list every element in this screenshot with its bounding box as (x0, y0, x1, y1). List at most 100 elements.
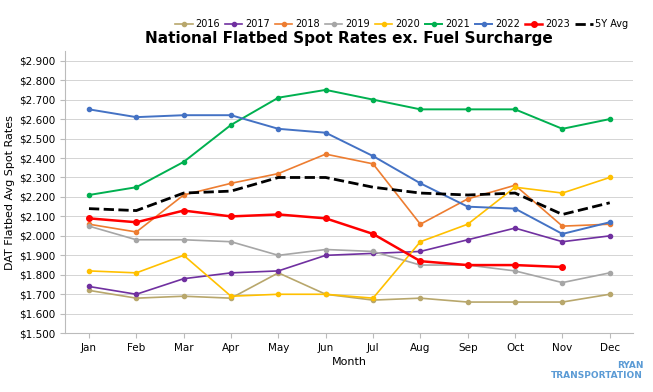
2020 (511, 185, 519, 190)
2023 (133, 220, 140, 225)
2021 (558, 127, 566, 131)
2022 (558, 232, 566, 236)
2018 (369, 162, 377, 166)
2016 (133, 296, 140, 301)
2017 (369, 251, 377, 256)
5Y Avg (558, 212, 566, 217)
2019 (227, 240, 235, 244)
5Y Avg (180, 191, 187, 195)
2022 (180, 113, 187, 118)
2017 (85, 284, 93, 289)
Line: 2016: 2016 (87, 271, 612, 304)
2021 (369, 97, 377, 102)
2019 (322, 247, 330, 252)
Text: RYAN
TRANSPORTATION: RYAN TRANSPORTATION (551, 361, 643, 380)
2018 (417, 222, 424, 227)
2018 (274, 171, 282, 176)
2019 (180, 238, 187, 242)
2021 (417, 107, 424, 112)
2016 (464, 300, 471, 305)
2019 (369, 249, 377, 254)
2020 (558, 191, 566, 195)
2023 (85, 216, 93, 221)
2016 (417, 296, 424, 301)
2020 (180, 253, 187, 258)
2022 (369, 154, 377, 158)
2020 (133, 270, 140, 275)
2017 (322, 253, 330, 258)
2022 (464, 204, 471, 209)
2016 (558, 300, 566, 305)
2022 (417, 181, 424, 186)
2019 (85, 224, 93, 229)
2022 (133, 115, 140, 120)
2016 (606, 292, 614, 297)
2018 (180, 192, 187, 197)
2017 (133, 292, 140, 297)
2023 (274, 212, 282, 217)
5Y Avg (322, 175, 330, 180)
2016 (180, 294, 187, 299)
Line: 2020: 2020 (87, 175, 612, 300)
2021 (180, 160, 187, 164)
2022 (511, 206, 519, 211)
2020 (369, 296, 377, 301)
2019 (511, 269, 519, 273)
2018 (133, 230, 140, 234)
2017 (180, 276, 187, 281)
5Y Avg (417, 191, 424, 195)
2019 (133, 238, 140, 242)
Title: National Flatbed Spot Rates ex. Fuel Surcharge: National Flatbed Spot Rates ex. Fuel Sur… (146, 31, 553, 45)
Line: 2021: 2021 (87, 88, 612, 197)
2021 (227, 123, 235, 127)
Y-axis label: DAT Flatbed Avg Spot Rates: DAT Flatbed Avg Spot Rates (5, 114, 15, 270)
2023 (322, 216, 330, 221)
Line: 2019: 2019 (87, 224, 612, 285)
5Y Avg (511, 191, 519, 195)
Legend: 2016, 2017, 2018, 2019, 2020, 2021, 2022, 2023, 5Y Avg: 2016, 2017, 2018, 2019, 2020, 2021, 2022… (175, 19, 629, 29)
2016 (227, 296, 235, 301)
2020 (606, 175, 614, 180)
2022 (606, 220, 614, 225)
2023 (369, 232, 377, 236)
2020 (322, 292, 330, 297)
2021 (85, 192, 93, 197)
2018 (558, 224, 566, 229)
5Y Avg (274, 175, 282, 180)
Line: 5Y Avg: 5Y Avg (89, 178, 610, 214)
2022 (274, 127, 282, 131)
2019 (558, 280, 566, 285)
2019 (464, 263, 471, 267)
2023 (180, 208, 187, 213)
2018 (85, 222, 93, 227)
5Y Avg (133, 208, 140, 213)
5Y Avg (85, 206, 93, 211)
2021 (133, 185, 140, 190)
5Y Avg (464, 192, 471, 197)
2016 (369, 298, 377, 303)
2017 (606, 234, 614, 238)
Text: DAT: DAT (22, 365, 56, 380)
2017 (558, 240, 566, 244)
2018 (322, 152, 330, 156)
Line: 2018: 2018 (87, 152, 612, 234)
2019 (274, 253, 282, 258)
2020 (227, 294, 235, 299)
5Y Avg (369, 185, 377, 190)
2017 (227, 270, 235, 275)
2018 (227, 181, 235, 186)
2018 (464, 196, 471, 201)
2017 (274, 269, 282, 273)
2016 (511, 300, 519, 305)
2018 (606, 222, 614, 227)
2021 (274, 95, 282, 100)
5Y Avg (227, 189, 235, 194)
2023 (511, 263, 519, 267)
2023 (227, 214, 235, 219)
2023 (417, 259, 424, 263)
2017 (464, 238, 471, 242)
2019 (417, 263, 424, 267)
2022 (322, 131, 330, 135)
2020 (464, 222, 471, 227)
Line: 2017: 2017 (87, 226, 612, 296)
